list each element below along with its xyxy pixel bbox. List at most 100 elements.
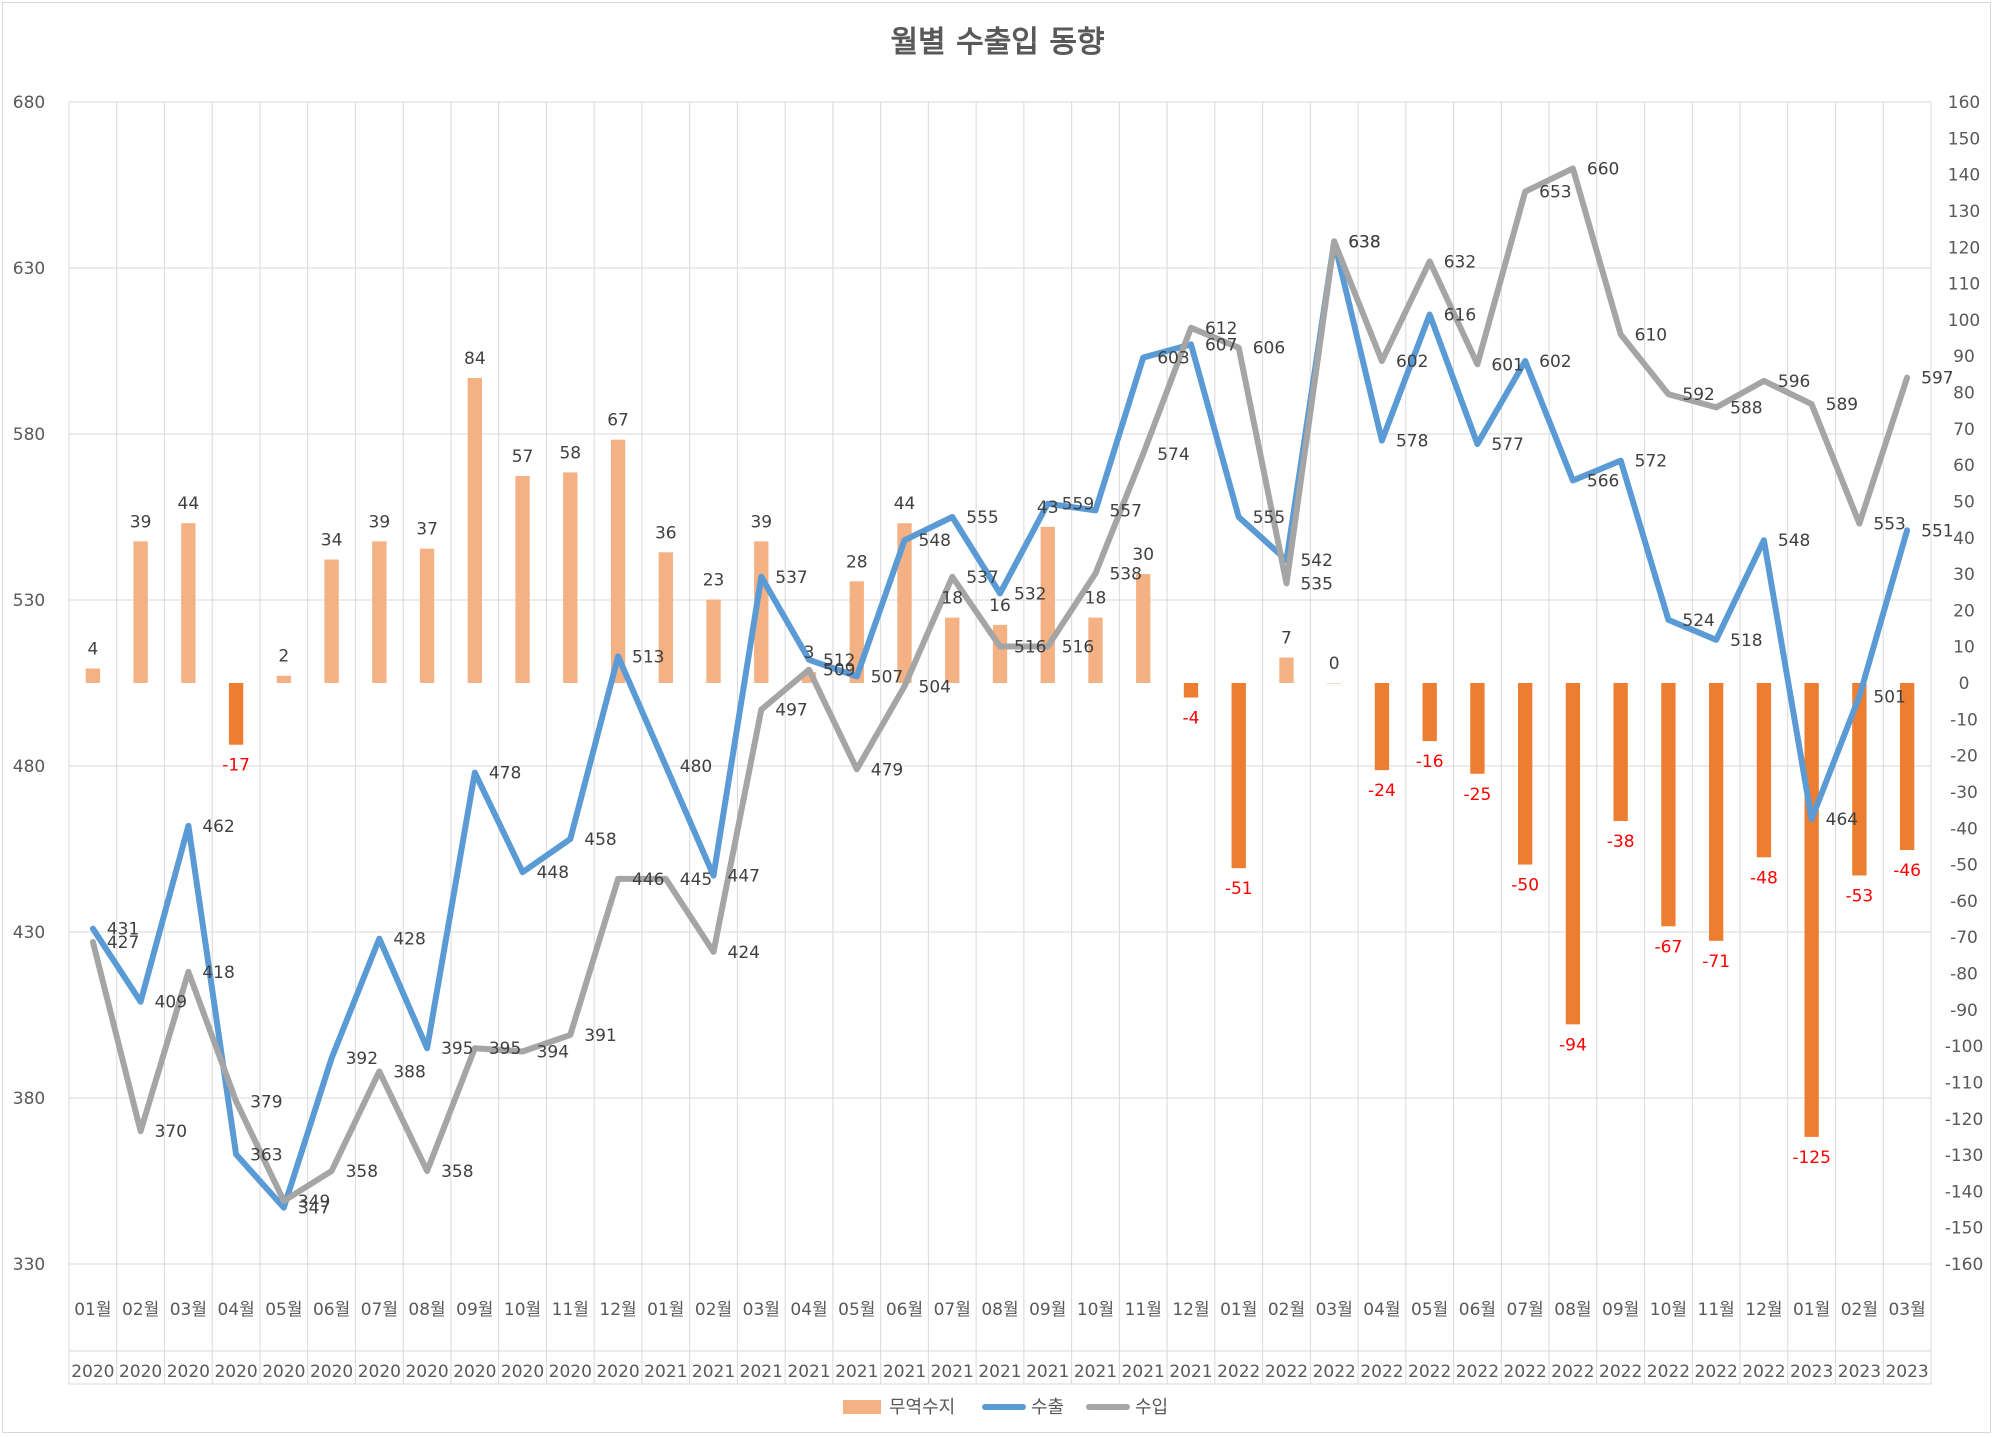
trade-balance-bar: [1279, 657, 1294, 683]
year-label: 2022: [1647, 1362, 1690, 1382]
trade-balance-bar: [1136, 574, 1151, 683]
trade-balance-label: 28: [846, 552, 868, 572]
month-label: 03월: [170, 1300, 207, 1320]
trade-balance-label: 39: [369, 512, 391, 532]
trade-balance-label: -125: [1792, 1148, 1831, 1168]
trade-balance-label: 4: [87, 639, 98, 659]
trade-balance-bar: [1565, 683, 1581, 1025]
export-value-label: 518: [1730, 631, 1762, 651]
trade-balance-bar: [1518, 683, 1533, 865]
grid-layer: [68, 101, 1932, 1385]
trade-balance-label: -53: [1845, 886, 1873, 906]
trade-balance-bar: [1374, 683, 1390, 771]
import-value-label: 516: [1062, 637, 1094, 657]
right-axis-tick-label: -60: [1950, 892, 1978, 912]
trade-balance-bar: [515, 476, 530, 683]
trade-balance-bar: [754, 541, 769, 683]
export-value-label: 458: [584, 830, 616, 850]
export-value-label: 559: [1062, 495, 1094, 515]
month-label: 09월: [456, 1300, 493, 1320]
year-label: 2020: [310, 1362, 353, 1382]
trade-balance-bar: [1804, 683, 1819, 1137]
trade-balance-bar: [1040, 526, 1055, 683]
trade-balance-label: -25: [1464, 785, 1492, 805]
import-value-label: 592: [1682, 385, 1714, 405]
import-value-label: 610: [1635, 325, 1667, 345]
trade-balance-label: 37: [416, 520, 438, 540]
chart-title: 월별 수출입 동향: [890, 25, 1105, 60]
export-value-label: 347: [298, 1199, 330, 1219]
right-axis-tick-label: -160: [1945, 1255, 1984, 1275]
right-axis-tick-label: 20: [1953, 601, 1975, 621]
trade-balance-bar: [897, 523, 912, 683]
import-value-label: 395: [489, 1039, 521, 1059]
trade-balance-bar: [563, 472, 578, 683]
import-value-label: 538: [1109, 564, 1141, 584]
month-label: 11월: [1125, 1300, 1162, 1320]
export-value-label: 513: [632, 647, 664, 667]
export-value-label: 464: [1826, 810, 1858, 830]
import-line: [89, 165, 1911, 1204]
import-value-label: 516: [1014, 637, 1046, 657]
year-label: 2021: [692, 1362, 735, 1382]
trade-balance-bar: [1708, 683, 1724, 941]
import-value-label: 597: [1921, 369, 1953, 389]
bar-layer: [85, 377, 1915, 1137]
right-axis-tick-label: 100: [1948, 311, 1980, 331]
trade-balance-bar: [658, 552, 673, 683]
import-value-label: 497: [775, 701, 807, 721]
trade-balance-bar: [1661, 683, 1676, 927]
right-axis-tick-label: -130: [1945, 1146, 1984, 1166]
year-label: 2020: [453, 1362, 496, 1382]
right-axis-tick-label: 70: [1953, 420, 1975, 440]
import-value-label: 445: [680, 870, 712, 890]
trade-balance-label: -94: [1559, 1035, 1587, 1055]
right-axis-tick-label: -50: [1950, 856, 1978, 876]
legend-label-trade-balance: 무역수지: [889, 1397, 955, 1418]
trade-balance-label: -46: [1893, 861, 1921, 881]
trade-balance-label: -71: [1702, 952, 1730, 972]
import-value-label: 358: [441, 1162, 473, 1182]
trade-balance-label: 39: [130, 512, 152, 532]
line-layer: [89, 165, 1911, 1211]
export-value-label: 566: [1587, 471, 1619, 491]
right-axis-tick-label: 30: [1953, 565, 1975, 585]
export-value-label: 548: [1778, 531, 1810, 551]
left-axis-tick-label: 330: [13, 1255, 45, 1275]
import-value-label: 653: [1539, 183, 1571, 203]
export-value-label: 478: [489, 764, 521, 784]
right-axis-tick-label: 10: [1953, 638, 1975, 658]
trade-balance-bar: [945, 617, 960, 683]
trade-balance-label: 44: [894, 494, 916, 514]
trade-balance-label: 67: [607, 411, 629, 431]
import-value-label: 553: [1873, 515, 1905, 535]
month-label: 07월: [934, 1300, 971, 1320]
year-label: 2022: [1551, 1362, 1594, 1382]
year-label: 2022: [1313, 1362, 1356, 1382]
right-axis-tick-label: 40: [1953, 529, 1975, 549]
axis-layer: 330380430480530580630680-160-150-140-130…: [13, 93, 1984, 1382]
trade-balance-bar: [1327, 683, 1342, 684]
trade-balance-label: 18: [941, 589, 963, 609]
month-label: 11월: [1698, 1300, 1735, 1320]
legend-layer: 무역수지 수출 수입: [843, 1397, 1168, 1418]
month-label: 04월: [1363, 1300, 1400, 1320]
import-value-label: 446: [632, 870, 664, 890]
trade-balance-label: 43: [1037, 498, 1059, 518]
right-axis-tick-label: 150: [1948, 129, 1980, 149]
right-axis-tick-label: -150: [1945, 1219, 1984, 1239]
month-label: 06월: [886, 1300, 923, 1320]
trade-balance-bar: [610, 439, 626, 683]
year-label: 2021: [1074, 1362, 1117, 1382]
month-label: 01월: [1220, 1300, 1257, 1320]
right-axis-tick-label: -100: [1945, 1037, 1984, 1057]
export-value-label: 537: [775, 568, 807, 588]
import-value-label: 588: [1730, 398, 1762, 418]
right-axis-tick-label: -20: [1950, 747, 1978, 767]
right-axis-tick-label: -90: [1950, 1001, 1978, 1021]
month-label: 04월: [790, 1300, 827, 1320]
export-value-label: 555: [1253, 508, 1285, 528]
right-axis-tick-label: 130: [1948, 202, 1980, 222]
import-value-label: 370: [155, 1122, 187, 1142]
export-value-label: 578: [1396, 432, 1428, 452]
